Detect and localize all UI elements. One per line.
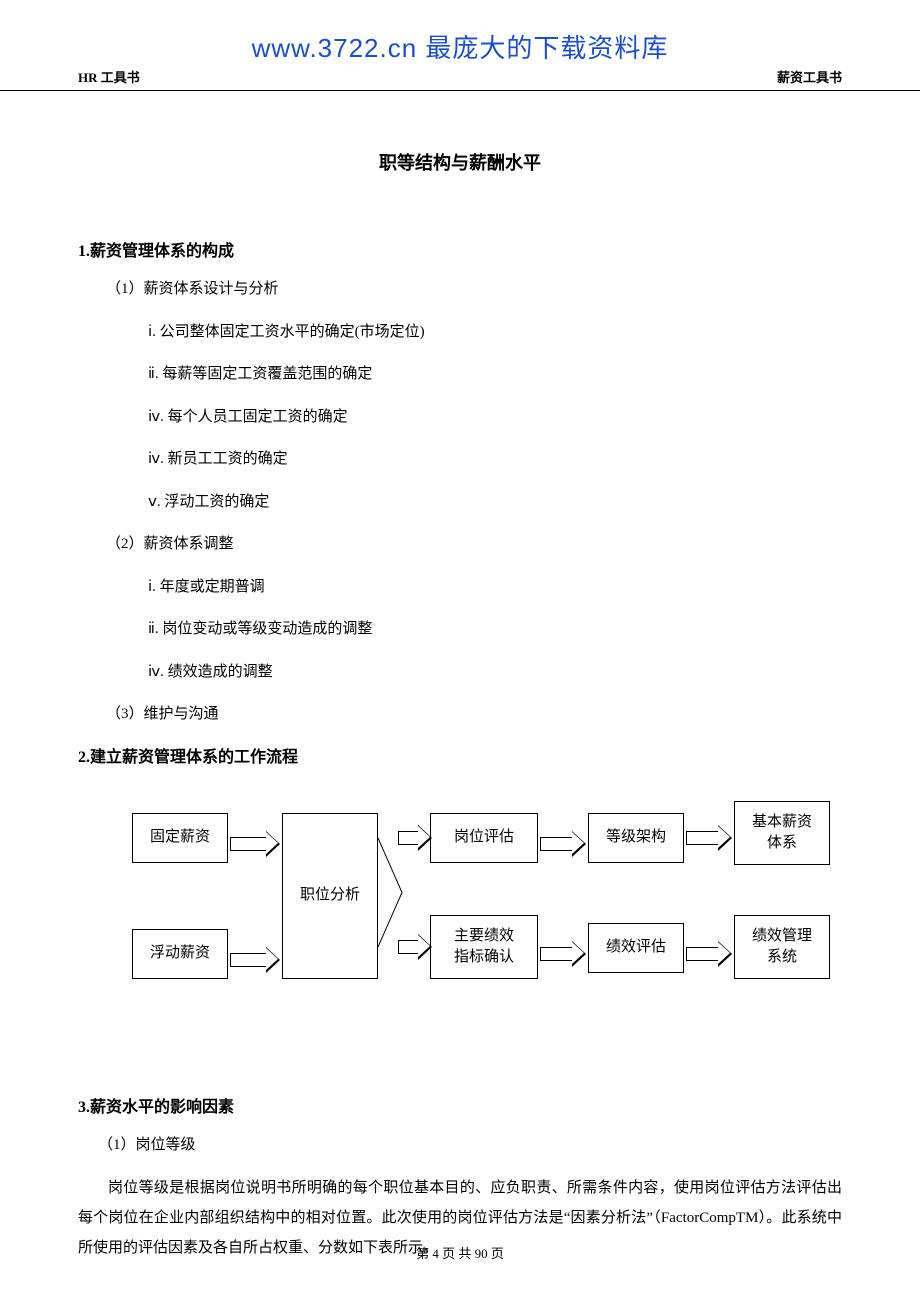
flow-arrow bbox=[686, 825, 732, 851]
header-left-prefix: HR bbox=[78, 70, 98, 85]
header-rule-row: HR 工具书 薪资工具书 bbox=[0, 67, 920, 91]
flow-arrow bbox=[686, 941, 732, 967]
s3-item1: （1）岗位等级 bbox=[98, 1131, 842, 1160]
flow-node-n9: 绩效管理 系统 bbox=[734, 915, 830, 979]
flow-node-n3: 职位分析 bbox=[282, 813, 378, 979]
flow-node-n6: 等级架构 bbox=[588, 813, 684, 863]
s1-item3: （3）维护与沟通 bbox=[106, 700, 842, 729]
flow-arrow bbox=[540, 941, 586, 967]
header-link: www.3722.cn 最庞大的下载资料库 bbox=[252, 33, 669, 63]
flow-arrow bbox=[230, 831, 280, 857]
header-right: 薪资工具书 bbox=[777, 67, 842, 86]
flow-node-n8: 基本薪资 体系 bbox=[734, 801, 830, 865]
flow-node-n1: 固定薪资 bbox=[132, 813, 228, 863]
section1-heading: 1.薪资管理体系的构成 bbox=[78, 237, 842, 261]
flow-arrow bbox=[398, 934, 432, 960]
header-left: HR 工具书 bbox=[78, 67, 140, 86]
s1-sub1-2: ⅱ. 每薪等固定工资覆盖范围的确定 bbox=[148, 360, 842, 389]
flow-node-n4: 岗位评估 bbox=[430, 813, 538, 863]
flow-node-n5: 主要绩效 指标确认 bbox=[430, 915, 538, 979]
content: 职等结构与薪酬水平 1.薪资管理体系的构成 （1）薪资体系设计与分析 ⅰ. 公司… bbox=[0, 149, 920, 1263]
doc-title: 职等结构与薪酬水平 bbox=[78, 149, 842, 175]
header-left-suffix: 工具书 bbox=[98, 70, 140, 85]
flow-arrow bbox=[540, 831, 586, 857]
s1-sub2-3: ⅳ. 绩效造成的调整 bbox=[148, 658, 842, 687]
page-header: www.3722.cn 最庞大的下载资料库 bbox=[0, 0, 920, 65]
s1-sub1-4: ⅳ. 新员工工资的确定 bbox=[148, 445, 842, 474]
s1-sub1-3: ⅳ. 每个人员工固定工资的确定 bbox=[148, 403, 842, 432]
workflow-diagram: 固定薪资浮动薪资 职位分析 岗位评估主要绩效 指标确认 等级架构绩效评估 基本薪资 体系… bbox=[78, 793, 842, 1053]
flow-node-n2: 浮动薪资 bbox=[132, 929, 228, 979]
flow-arrow bbox=[398, 825, 432, 851]
s1-item1: （1）薪资体系设计与分析 bbox=[106, 275, 842, 304]
flow-arrow bbox=[230, 947, 280, 973]
s1-sub2-1: ⅰ. 年度或定期普调 bbox=[148, 573, 842, 602]
s1-item2: （2）薪资体系调整 bbox=[106, 530, 842, 559]
s1-sub1-1: ⅰ. 公司整体固定工资水平的确定(市场定位) bbox=[148, 318, 842, 347]
flow-node-n7: 绩效评估 bbox=[588, 923, 684, 973]
s1-sub1-5: ⅴ. 浮动工资的确定 bbox=[148, 488, 842, 517]
s1-sub2-2: ⅱ. 岗位变动或等级变动造成的调整 bbox=[148, 615, 842, 644]
section3-heading: 3.薪资水平的影响因素 bbox=[78, 1093, 842, 1117]
section2-heading: 2.建立薪资管理体系的工作流程 bbox=[78, 743, 842, 767]
page-footer: 第 4 页 共 90 页 bbox=[0, 1243, 920, 1262]
